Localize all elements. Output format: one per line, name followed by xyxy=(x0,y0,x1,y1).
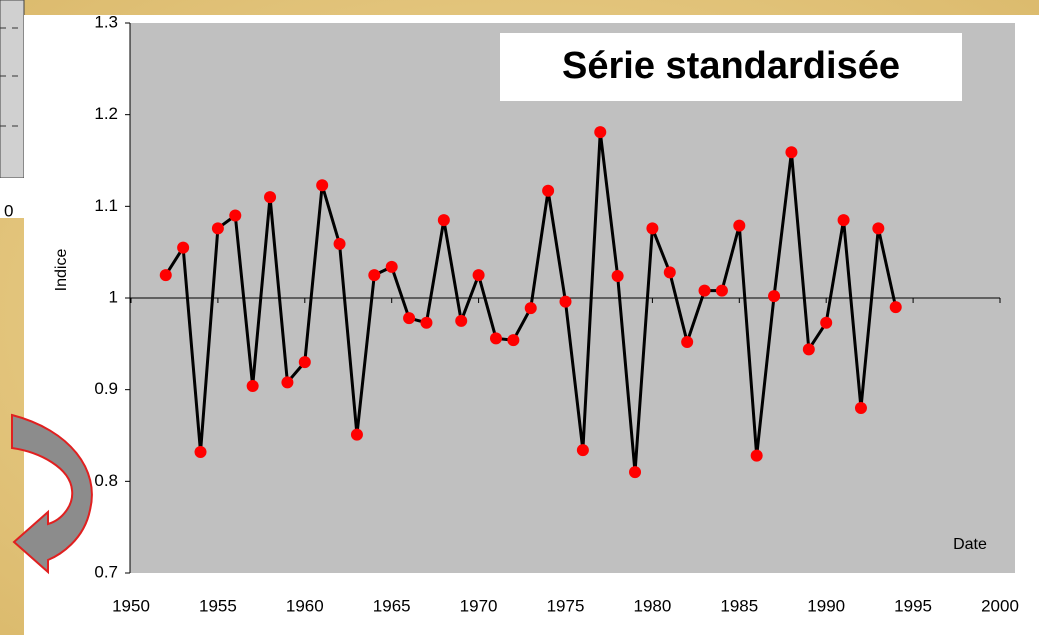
data-point xyxy=(507,334,520,347)
data-point xyxy=(750,449,763,462)
data-point xyxy=(229,209,242,222)
data-point xyxy=(211,222,224,235)
data-point xyxy=(264,191,277,204)
data-point xyxy=(298,356,311,369)
fragment-label: 0 xyxy=(4,201,13,220)
data-point xyxy=(854,402,867,414)
x-tick-label: 1975 xyxy=(547,596,585,615)
x-tick-label: 1965 xyxy=(373,596,411,615)
y-tick-label: 1 xyxy=(109,287,118,306)
data-point xyxy=(837,214,850,227)
chart-title: Série standardisée xyxy=(562,45,900,87)
x-tick-label: 1985 xyxy=(720,596,758,615)
data-point xyxy=(385,260,398,273)
data-point xyxy=(403,312,416,325)
data-point xyxy=(715,284,728,297)
y-tick-label: 0.9 xyxy=(94,379,118,398)
y-tick-label: 1.3 xyxy=(94,12,118,31)
data-point xyxy=(802,343,815,356)
data-point xyxy=(489,332,502,345)
data-point xyxy=(524,302,537,315)
data-point xyxy=(177,241,190,254)
data-point xyxy=(559,295,572,308)
data-point xyxy=(872,222,885,235)
data-point xyxy=(889,301,902,314)
data-point xyxy=(785,146,798,159)
x-tick-label: 2000 xyxy=(981,596,1019,615)
data-point xyxy=(316,179,329,192)
data-point xyxy=(246,380,259,392)
data-point xyxy=(368,269,381,282)
title-box xyxy=(500,33,962,101)
data-point xyxy=(820,316,833,329)
x-tick-label: 1955 xyxy=(199,596,237,615)
data-point xyxy=(420,316,433,329)
y-tick-label: 1.1 xyxy=(94,196,118,215)
x-tick-label: 1950 xyxy=(112,596,150,615)
data-point xyxy=(629,466,642,479)
x-tick-label: 1995 xyxy=(894,596,932,615)
fragment-lines xyxy=(0,27,24,127)
y-tick-label: 0.7 xyxy=(94,562,118,581)
data-point xyxy=(194,446,207,458)
data-point xyxy=(576,444,589,457)
x-tick-label: 1970 xyxy=(460,596,498,615)
data-point xyxy=(437,214,450,227)
data-point xyxy=(281,376,294,389)
data-point xyxy=(542,184,555,197)
data-point xyxy=(594,126,607,139)
data-point xyxy=(698,284,711,297)
data-point xyxy=(681,336,694,348)
x-tick-label: 1990 xyxy=(807,596,845,615)
data-point xyxy=(663,266,676,279)
data-point xyxy=(455,314,468,327)
previous-chart-fragment xyxy=(0,0,25,179)
data-point xyxy=(159,269,172,282)
x-annotation: Date xyxy=(953,536,987,553)
fragment-label-area xyxy=(0,178,24,218)
y-tick-label: 0.8 xyxy=(94,471,118,490)
data-point xyxy=(472,269,485,282)
data-point xyxy=(768,290,781,303)
data-point xyxy=(733,219,746,232)
curved-arrow xyxy=(11,413,93,575)
x-tick-label: 1980 xyxy=(633,596,671,615)
data-point xyxy=(646,222,659,235)
x-tick-label: 1960 xyxy=(286,596,324,615)
y-axis-title: Indice xyxy=(53,249,70,292)
data-point xyxy=(350,428,363,441)
y-tick-label: 1.2 xyxy=(94,104,118,123)
data-point xyxy=(333,237,346,250)
data-point xyxy=(611,270,624,282)
